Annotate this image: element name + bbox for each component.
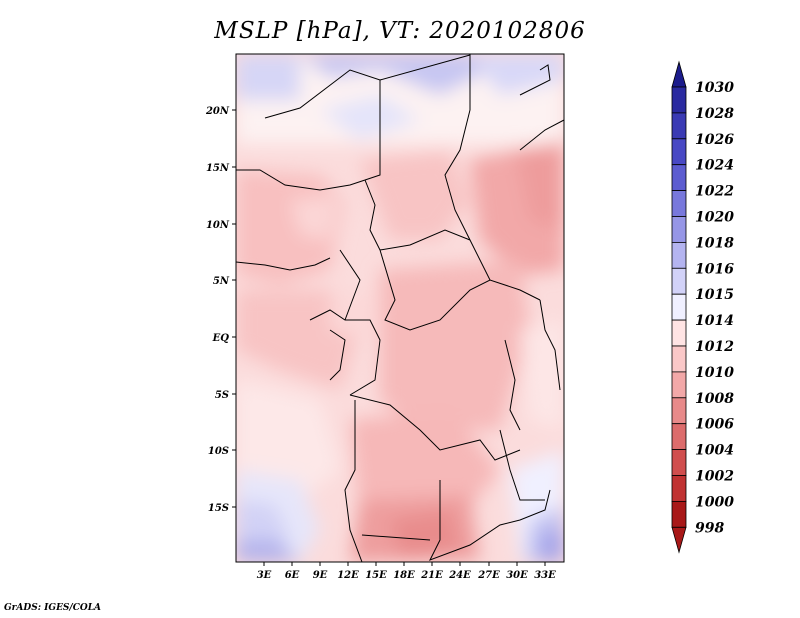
lat-label: 20N xyxy=(205,106,230,117)
chart-title: MSLP [hPa], VT: 2020102806 xyxy=(214,18,586,44)
legend-arrow-bottom xyxy=(671,526,687,554)
lon-label: 27E xyxy=(477,570,500,581)
lon-label: 12E xyxy=(337,570,359,581)
map-frame xyxy=(235,53,565,563)
legend-swatch xyxy=(671,267,687,295)
legend-swatch xyxy=(671,371,687,399)
legend-label: 1030 xyxy=(695,80,734,96)
lon-label: 24E xyxy=(448,570,471,581)
lat-label: 15S xyxy=(208,503,229,514)
longitude-axis xyxy=(263,562,546,566)
legend-label: 1022 xyxy=(695,184,734,200)
legend-swatch xyxy=(671,475,687,502)
lon-label: 3E xyxy=(257,570,272,581)
legend-label: 1024 xyxy=(695,158,734,174)
country-borders xyxy=(236,54,564,562)
legend-swatch xyxy=(671,190,687,217)
legend-label: 1028 xyxy=(695,106,734,122)
legend-swatch xyxy=(671,216,687,243)
legend-label: 998 xyxy=(695,520,724,536)
lon-label: 30E xyxy=(506,570,528,581)
lon-label: 15E xyxy=(365,570,387,581)
lat-label: EQ xyxy=(212,333,230,344)
legend-swatch xyxy=(671,423,687,451)
legend-swatch xyxy=(671,112,687,140)
lon-label: 6E xyxy=(285,570,300,581)
legend-label: 1010 xyxy=(695,365,734,381)
legend-swatch xyxy=(671,293,687,321)
legend-swatch xyxy=(671,500,687,528)
legend-swatch xyxy=(671,138,687,166)
legend-swatch xyxy=(671,164,687,191)
lat-label: 10N xyxy=(206,220,230,231)
lon-label: 33E xyxy=(534,570,556,581)
legend-label: 1018 xyxy=(695,235,734,251)
pressure-field xyxy=(236,54,564,562)
legend-label: 1014 xyxy=(695,313,734,329)
pressure-legend: 1030 1028 1026 1024 1022 1020 1018 1016 1015 1014… xyxy=(671,60,734,554)
lat-label: 10S xyxy=(208,446,229,457)
legend-swatch xyxy=(671,397,687,425)
legend-label: 1002 xyxy=(695,469,734,485)
lat-label: 5S xyxy=(215,390,229,401)
lat-label: 15N xyxy=(206,163,230,174)
legend-swatch xyxy=(671,449,687,476)
legend-swatch xyxy=(671,345,687,373)
lon-label: 9E xyxy=(313,570,328,581)
legend-label: 1015 xyxy=(695,287,734,303)
legend-label: 1026 xyxy=(695,132,734,148)
legend-label: 1016 xyxy=(695,261,734,277)
legend-swatch xyxy=(671,241,687,269)
grads-credit: GrADS: IGES/COLA xyxy=(4,603,102,613)
lat-label: 5N xyxy=(213,276,230,287)
legend-label: 1004 xyxy=(695,443,734,459)
legend-swatch xyxy=(671,319,687,347)
latitude-axis xyxy=(232,109,236,508)
legend-label: 1020 xyxy=(695,210,734,226)
legend-label: 1006 xyxy=(695,417,734,433)
legend-label: 1008 xyxy=(695,391,734,407)
legend-swatch xyxy=(671,86,687,114)
legend-arrow-top xyxy=(671,60,687,88)
legend-label: 1012 xyxy=(695,339,734,355)
legend-label: 1000 xyxy=(695,494,734,510)
lon-label: 18E xyxy=(393,570,415,581)
lon-label: 21E xyxy=(420,570,443,581)
